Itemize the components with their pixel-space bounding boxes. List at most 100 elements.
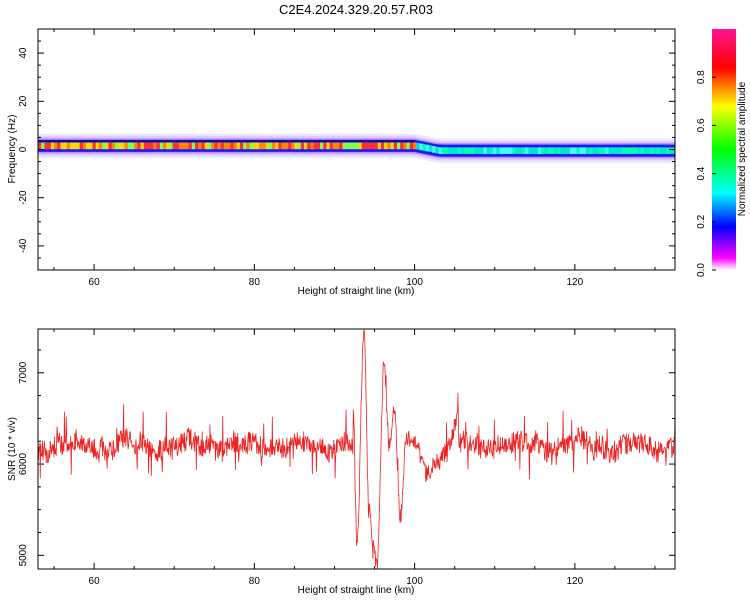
colorbar-tick-label: 0.6	[696, 118, 707, 132]
spectrogram-cell	[669, 147, 673, 155]
spectrogram-cell	[41, 142, 45, 150]
spectrogram-cell	[627, 147, 632, 155]
spectrogram-cell	[576, 147, 580, 155]
spectrogram-x-tick-label: 60	[89, 277, 101, 288]
spectrogram-cell	[586, 147, 590, 155]
spectrogram-cell	[108, 142, 113, 150]
spectrogram-cell	[271, 142, 276, 150]
spectrogram-cell	[486, 147, 491, 155]
spectrogram-cell	[82, 142, 87, 150]
spectrogram-cell	[441, 147, 446, 155]
spectrogram-cell	[483, 147, 488, 155]
spectrogram-cell	[114, 142, 119, 150]
spectrogram-cell	[342, 142, 346, 150]
spectrogram-cell	[374, 142, 379, 150]
spectrogram-cell	[162, 142, 167, 150]
snr-series-line	[38, 329, 675, 569]
spectrogram-cell	[323, 142, 327, 150]
spectrogram-cell	[611, 147, 616, 155]
spectrogram-cell	[554, 147, 558, 155]
snr-panel: 60 80 100 120 5000 6000 7000 Height of straig…	[7, 328, 676, 596]
spectrogram-cell	[143, 142, 148, 150]
spectrogram-cell	[643, 147, 648, 155]
spectrogram-cell	[255, 142, 260, 150]
spectrogram-cell	[214, 142, 218, 150]
spectrogram-cell	[496, 147, 500, 155]
spectrogram-cell	[499, 147, 504, 155]
spectrogram-cell	[445, 147, 449, 155]
spectrogram-y-tick-label: -40	[18, 238, 29, 253]
spectrogram-cell	[98, 142, 103, 150]
spectrogram-cell	[60, 142, 64, 150]
spectrogram-x-tick-label: 80	[249, 277, 261, 288]
spectrogram-cell	[230, 142, 234, 150]
spectrogram-cell	[579, 147, 584, 155]
spectrogram-cell	[326, 142, 330, 150]
spectrogram-cell	[172, 142, 177, 150]
spectrogram-cell	[470, 147, 475, 155]
spectrogram-cell	[121, 142, 125, 150]
spectrogram-cell	[217, 142, 221, 150]
spectrogram-cell	[550, 147, 555, 155]
spectrogram-cell	[239, 142, 244, 150]
spectrogram-cell	[461, 147, 465, 155]
snr-x-tick-label: 100	[406, 576, 423, 587]
spectrogram-cell	[489, 147, 494, 155]
spectrogram-cell	[159, 142, 164, 150]
spectrogram-cell	[153, 142, 157, 150]
spectrogram-cell	[220, 142, 225, 150]
spectrogram-cell	[368, 142, 372, 150]
spectrogram-cell	[345, 142, 350, 150]
spectrogram-cell	[451, 147, 455, 155]
spectrogram-cell	[454, 147, 459, 155]
spectrogram-y-tick-label: 40	[18, 47, 29, 59]
spectrogram-cell	[182, 142, 186, 150]
spectrogram-cell	[86, 142, 90, 150]
spectrogram-cell	[118, 142, 122, 150]
spectrogram-cell	[70, 142, 74, 150]
spectrogram-cell	[355, 142, 359, 150]
spectrogram-cell	[246, 142, 250, 150]
spectrogram-cell	[364, 142, 369, 150]
figure-title: C2E4.2024.329.20.57.R03	[279, 2, 433, 17]
spectrogram-cell	[127, 142, 132, 150]
spectrogram-y-tick-label: -20	[18, 190, 29, 205]
spectrogram-cell	[150, 142, 154, 150]
spectrogram-cell	[304, 142, 308, 150]
spectrogram-cell	[339, 142, 343, 150]
spectrogram-cell	[76, 142, 80, 150]
spectrogram-cell	[179, 142, 183, 150]
spectrogram-cell	[624, 147, 629, 155]
spectrogram-cell	[666, 147, 670, 155]
colorbar-tick-label: 0.0	[696, 263, 707, 277]
spectrogram-cell	[307, 142, 311, 150]
spectrogram-cell	[502, 147, 507, 155]
spectrogram-cell	[233, 142, 238, 150]
snr-x-tick-label: 120	[566, 576, 583, 587]
spectrogram-cell	[188, 142, 193, 150]
spectrogram-cell	[509, 147, 513, 155]
spectrogram-cell	[425, 144, 430, 152]
spectrogram-cell	[252, 142, 257, 150]
spectrogram-cell	[105, 142, 109, 150]
spectrogram-cell	[249, 142, 254, 150]
spectrogram-cell	[618, 147, 622, 155]
spectrogram-cell	[566, 147, 571, 155]
snr-x-tick-label: 80	[249, 576, 261, 587]
spectrogram-cell	[396, 142, 401, 150]
spectrogram-cell	[416, 142, 420, 150]
spectrogram-cell	[134, 142, 138, 150]
snr-x-tick-label: 60	[89, 576, 101, 587]
spectrogram-cell	[361, 142, 366, 150]
spectrogram-cell	[175, 142, 180, 150]
spectrogram-cell	[73, 142, 77, 150]
spectrogram-cell	[140, 142, 145, 150]
snr-y-tick-label: 6000	[18, 452, 29, 475]
spectrogram-cell	[47, 142, 52, 150]
spectrogram-cell	[605, 147, 609, 155]
spectrogram-cell	[79, 142, 84, 150]
spectrogram-cell	[390, 142, 395, 150]
spectrogram-cell	[310, 142, 314, 150]
snr-y-tick-label: 5000	[18, 544, 29, 567]
